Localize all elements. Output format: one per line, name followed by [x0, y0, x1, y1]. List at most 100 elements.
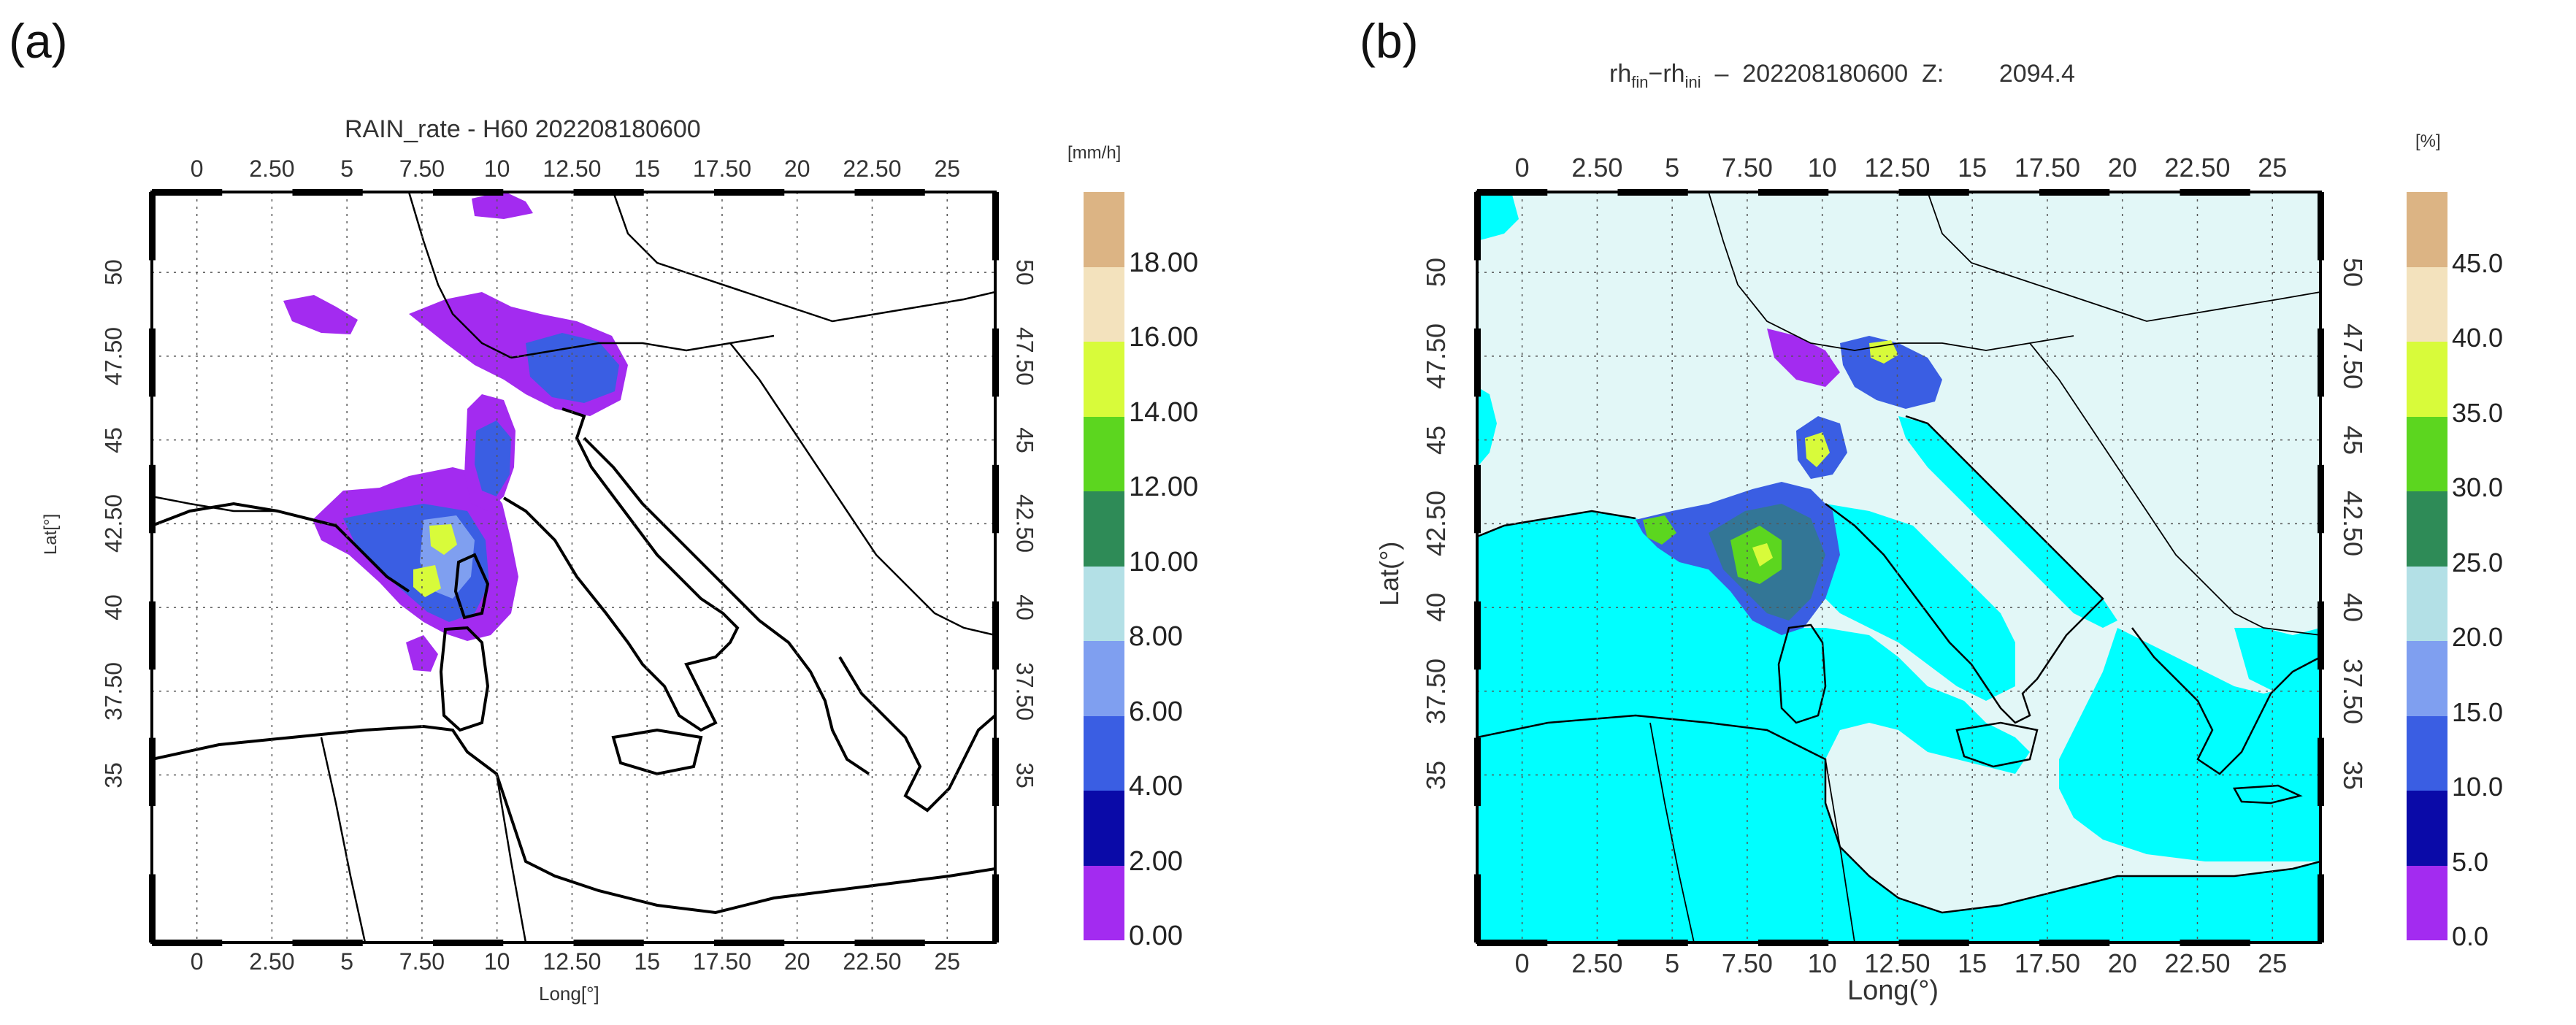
frame-bar-segment	[1474, 464, 1481, 534]
lon-tick-label: 7.50	[1721, 153, 1773, 183]
colorbar-segment	[2407, 641, 2447, 716]
lat-tick-label: 50	[1421, 258, 1451, 288]
lat-tick-label: 47.50	[1421, 323, 1451, 389]
lat-tick-label: 37.50	[1421, 658, 1451, 724]
colorbar-segment	[2407, 342, 2447, 417]
colorbar-tick-label: 35.0	[2452, 397, 2504, 428]
rain-area-po-valley-core	[475, 421, 511, 496]
lon-tick-label: 20	[2107, 948, 2137, 978]
border-central-europe	[612, 192, 995, 323]
panel-b-gridlines	[1477, 192, 2320, 943]
frame-bar-segment	[992, 328, 999, 397]
lon-tick-label: 15	[634, 156, 660, 182]
panel-a-coastlines	[152, 407, 995, 915]
lon-tick-label: 2.50	[249, 156, 295, 182]
frame-bar-segment	[1758, 189, 1829, 196]
frame-bar-segment	[2318, 874, 2324, 943]
frame-bar-segment	[2039, 189, 2110, 196]
coast-italy-b	[1825, 415, 2104, 724]
panel-a-map	[149, 189, 999, 946]
lon-tick-label: 2.50	[1571, 153, 1623, 183]
frame-bar-segment	[1474, 737, 1481, 807]
lat-tick-label: 35	[100, 761, 127, 788]
lon-tick-label: 20	[783, 156, 810, 182]
colorbar-tick-label: 15.0	[2452, 696, 2504, 727]
border-tunisia-b	[1825, 759, 1855, 943]
panel-b-map	[1474, 189, 2324, 946]
lat-tick-label: 50	[2338, 258, 2368, 288]
frame-bar-segment	[714, 940, 785, 946]
border-north-africa	[320, 737, 367, 943]
lon-tick-label: 22.50	[843, 948, 902, 975]
lat-tick-label: 35	[2338, 760, 2368, 790]
border-spain-france	[152, 495, 277, 512]
lon-tick-label: 10	[483, 156, 510, 182]
lon-tick-label: 0	[1514, 948, 1530, 978]
lon-tick-label: 10	[1807, 153, 1837, 183]
border-france-germany	[407, 192, 512, 359]
rh-area-alps-high	[1869, 340, 1898, 364]
frame-bar-segment	[2180, 189, 2250, 196]
colorbar-segment	[2407, 416, 2447, 491]
panel-a-ylabel: Lat[°]	[41, 513, 61, 555]
frame-bar-segment	[992, 192, 999, 261]
panel-a-borders	[152, 192, 995, 943]
sea-atlantic	[1477, 192, 1519, 241]
lon-tick-label: 0	[1514, 153, 1530, 183]
panel-b-title: rhfin−rhini – 202208180600 Z: 2094.4	[1609, 60, 2075, 91]
colorbar-tick-label: 5.0	[2452, 846, 2489, 877]
frame-bar-segment	[992, 737, 999, 807]
lat-tick-label: 42.50	[2338, 491, 2368, 557]
frame-bar-segment	[2180, 940, 2250, 946]
panel-a-rain-field	[283, 192, 628, 672]
colorbar-segment	[1084, 865, 1124, 940]
sea-tyrrhenian	[1782, 504, 2015, 701]
colorbar-tick-label: 16.00	[1129, 322, 1199, 353]
frame-bar-segment	[2318, 464, 2324, 534]
frame-bar-segment	[1898, 940, 1969, 946]
lon-tick-label: 10	[483, 948, 510, 975]
colorbar-segment	[2407, 491, 2447, 567]
frame-bar-segment	[992, 601, 999, 670]
lon-tick-label: 20	[2107, 153, 2137, 183]
frame-bar-segment	[149, 601, 156, 670]
panel-b-letter: (b)	[1360, 14, 1419, 68]
frame-bar-segment	[149, 874, 156, 943]
lon-tick-label: 5	[1665, 153, 1680, 183]
lat-tick-label: 47.50	[2338, 323, 2368, 389]
colorbar-tick-label: 4.00	[1129, 771, 1183, 802]
lon-tick-label: 5	[340, 948, 354, 975]
lat-tick-label: 37.50	[1011, 661, 1038, 721]
coast-crete-b	[2232, 784, 2303, 805]
colorbar-segment	[1084, 641, 1124, 716]
frame-bar-segment	[714, 189, 785, 196]
panel-b-xlabel: Long(°)	[1847, 975, 1939, 1006]
panel-a-title: RAIN_rate - H60 202208180600	[345, 115, 701, 143]
lat-tick-label: 50	[1011, 259, 1038, 285]
frame-bar-segment	[1477, 940, 1548, 946]
lon-tick-label: 12.50	[543, 156, 602, 182]
frame-bar-segment	[149, 328, 156, 397]
colorbar-tick-label: 2.00	[1129, 845, 1183, 877]
panel-b-borders	[1649, 192, 2320, 943]
colorbar-segment	[2407, 566, 2447, 641]
colorbar-tick-label: 0.00	[1129, 921, 1183, 952]
panel-b-frame-ticks	[1474, 189, 2324, 946]
lon-tick-label: 22.50	[843, 156, 902, 182]
colorbar-segment	[1084, 715, 1124, 791]
lon-tick-label: 25	[2258, 948, 2288, 978]
coast-sardinia-b	[1777, 623, 1827, 724]
lon-tick-label: 5	[1665, 948, 1680, 978]
lon-tick-label: 7.50	[399, 948, 445, 975]
colorbar-tick-label: 12.00	[1129, 472, 1199, 503]
frame-bar-segment	[149, 192, 156, 261]
lon-tick-label: 17.50	[2014, 948, 2080, 978]
lat-tick-label: 40	[2338, 593, 2368, 623]
panel-a-colorbar	[1084, 192, 1124, 940]
coast-iberia-france	[152, 502, 410, 593]
panel-b-coastlines	[1477, 415, 2320, 914]
sea-west-basin-upper	[1477, 715, 1825, 943]
panel-b-colorbar	[2407, 192, 2447, 940]
lon-tick-label: 10	[1807, 948, 1837, 978]
lat-tick-label: 42.50	[100, 494, 127, 553]
